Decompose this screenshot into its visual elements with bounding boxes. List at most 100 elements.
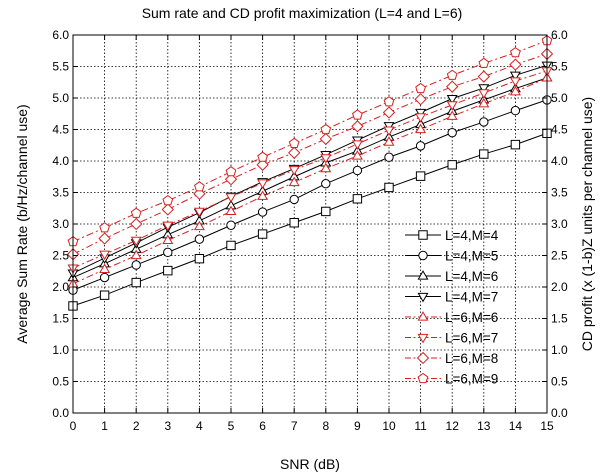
data-point (130, 236, 142, 247)
y-tick-label: 3.0 (52, 217, 69, 231)
data-point (383, 136, 395, 146)
x-tick-label: 4 (196, 419, 203, 433)
y-tick-label: 5.0 (52, 91, 69, 105)
y-tick-label: 6.0 (52, 28, 69, 42)
x-tick-label: 3 (164, 419, 171, 433)
y2-ticks: 0.0 0.5 1.0 1.5 2.0 2.5 3.0 3.5 4.0 4.5 5.0 5.5 6.0 (542, 28, 568, 420)
data-point (130, 207, 142, 218)
y2-tick-label: 0.5 (551, 375, 568, 389)
y-axis-label: Average Sum Rate (b/Hz/channel use) (14, 104, 30, 343)
data-point (415, 113, 427, 123)
data-point (447, 127, 457, 138)
data-point (194, 181, 205, 192)
y2-tick-label: 6.0 (551, 28, 568, 42)
data-point (414, 93, 427, 106)
data-point (130, 217, 143, 231)
series-l-6-m-9 (67, 35, 553, 247)
legend-label: L=4,M=7 (445, 290, 498, 305)
data-point (321, 206, 331, 217)
data-point (478, 57, 490, 68)
y2-tick-label: 4.0 (551, 154, 568, 168)
data-point (257, 151, 268, 162)
data-point (351, 140, 363, 150)
y-tick-label: 1.0 (52, 343, 69, 357)
legend-marker (417, 333, 429, 344)
data-point (162, 221, 174, 232)
x-tick-label: 7 (291, 419, 298, 433)
data-point (509, 77, 521, 87)
series-line (72, 77, 548, 279)
data-point (226, 240, 236, 251)
data-point (479, 149, 489, 159)
y2-tick-label: 2.0 (551, 280, 568, 294)
data-point (99, 272, 110, 283)
y2-tick-label: 4.5 (551, 123, 568, 137)
data-point (478, 89, 490, 99)
data-point (319, 132, 332, 146)
x-tick-label: 2 (133, 419, 140, 433)
data-point (320, 162, 332, 173)
data-point (162, 234, 174, 245)
y2-tick-label: 5.0 (551, 91, 568, 105)
x-tick-label: 11 (414, 419, 427, 433)
y-tick-label: 3.5 (52, 186, 69, 200)
y-tick-label: 2.5 (52, 249, 69, 263)
series-l-6-m-6 (67, 72, 553, 288)
y2-tick-label: 1.0 (551, 343, 568, 357)
data-point (257, 179, 269, 189)
y2-tick-label: 3.5 (551, 186, 568, 200)
data-point (226, 220, 236, 230)
x-ticks: 0 1 2 3 4 5 6 7 8 9 10 11 12 13 14 15 (70, 35, 554, 433)
legend-marker (418, 230, 428, 240)
data-point (415, 123, 427, 134)
x-tick-label: 14 (509, 419, 523, 433)
data-point (383, 126, 395, 136)
legend-marker (417, 311, 429, 321)
data-point (510, 105, 521, 116)
x-tick-label: 0 (70, 419, 77, 433)
data-point (510, 46, 521, 58)
data-point (351, 150, 363, 160)
x-tick-label: 1 (101, 419, 108, 433)
data-point (415, 171, 426, 181)
data-point (163, 247, 173, 258)
chart-title: Sum rate and CD profit maximization (L=4… (142, 5, 463, 21)
series-l-4-m-4 (68, 128, 552, 311)
x-tick-label: 5 (228, 419, 235, 433)
data-point (509, 58, 522, 71)
x-tick-label: 9 (354, 419, 361, 433)
legend-marker (416, 351, 430, 365)
data-point (446, 69, 458, 80)
data-point (193, 220, 205, 231)
data-point (288, 137, 300, 148)
data-point (352, 194, 363, 204)
data-point (383, 96, 395, 107)
data-point (352, 165, 363, 176)
data-point (320, 123, 332, 135)
data-point (99, 250, 111, 261)
data-point (289, 218, 299, 228)
legend-label: L=6,M=9 (445, 372, 498, 387)
data-point (257, 190, 269, 200)
data-point (163, 265, 173, 276)
legend: L=4,M=4 L=4,M=5 L=4,M=6 L=4,M=7 L=6,M=6 L=6,M… (405, 228, 499, 387)
data-point (288, 176, 300, 187)
x-tick-label: 12 (446, 419, 460, 433)
data-point (509, 85, 521, 96)
y-tick-label: 4.0 (52, 154, 69, 168)
y2-tick-label: 1.5 (551, 312, 568, 326)
data-point (256, 158, 269, 171)
legend-marker (417, 270, 429, 280)
data-point (384, 182, 394, 193)
y2-tick-label: 0.0 (551, 406, 568, 420)
x-tick-label: 6 (259, 419, 266, 433)
data-point (288, 166, 300, 176)
data-point (446, 101, 458, 111)
data-point (446, 80, 459, 93)
x-axis-label: SNR (dB) (280, 456, 340, 472)
data-point (131, 277, 141, 288)
data-point (131, 260, 141, 270)
data-point (446, 94, 458, 105)
data-point (99, 290, 110, 300)
